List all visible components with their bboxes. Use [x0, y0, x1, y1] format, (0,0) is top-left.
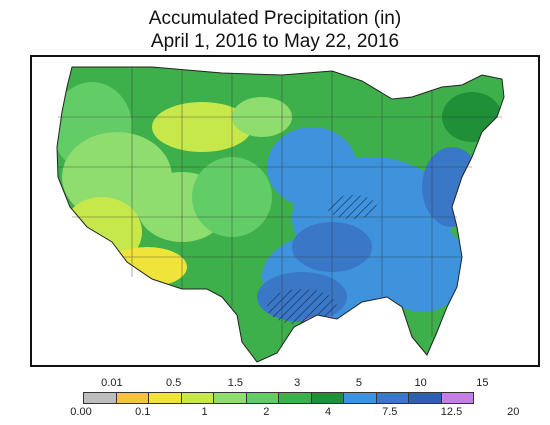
- legend-tick-label: 0.00: [70, 406, 92, 418]
- color-legend: [83, 392, 474, 404]
- map-title: Accumulated Precipitation (in): [148, 8, 402, 29]
- legend-swatch: [343, 392, 377, 404]
- legend-tick-label: 0.5: [165, 377, 182, 389]
- legend-tick-label: 20: [507, 406, 520, 418]
- precipitation-map: [30, 55, 540, 367]
- legend-tick-label: 1.5: [227, 377, 244, 389]
- legend-tick-label: 1: [201, 406, 208, 418]
- legend-swatch: [408, 392, 442, 404]
- legend-tick-label: 4: [324, 406, 332, 418]
- legend-swatch: [83, 392, 117, 404]
- legend-swatch: [310, 392, 344, 404]
- legend-tick-label: 10: [414, 377, 427, 389]
- legend-tick-label: 15: [476, 377, 489, 389]
- legend-swatch: [278, 392, 312, 404]
- legend-swatch: [115, 392, 149, 404]
- legend-swatch: [180, 392, 214, 404]
- legend-tick-label: 5: [355, 377, 362, 389]
- legend-tick-label: 2: [263, 406, 270, 418]
- us-map-graphic: [56, 66, 505, 363]
- legend-swatch: [245, 392, 279, 404]
- legend-tick-label: 3: [294, 377, 301, 389]
- legend-swatch: [440, 392, 474, 404]
- legend-swatch: [375, 392, 409, 404]
- legend-swatch: [213, 392, 247, 404]
- map-subtitle: April 1, 2016 to May 22, 2016: [150, 31, 400, 52]
- legend-tick-label: 12.5: [440, 406, 463, 418]
- legend-swatch: [148, 392, 182, 404]
- legend-tick-label: 7.5: [382, 406, 398, 418]
- legend-tick-label: 0.1: [135, 406, 151, 418]
- legend-tick-label: 0.01: [101, 377, 123, 389]
